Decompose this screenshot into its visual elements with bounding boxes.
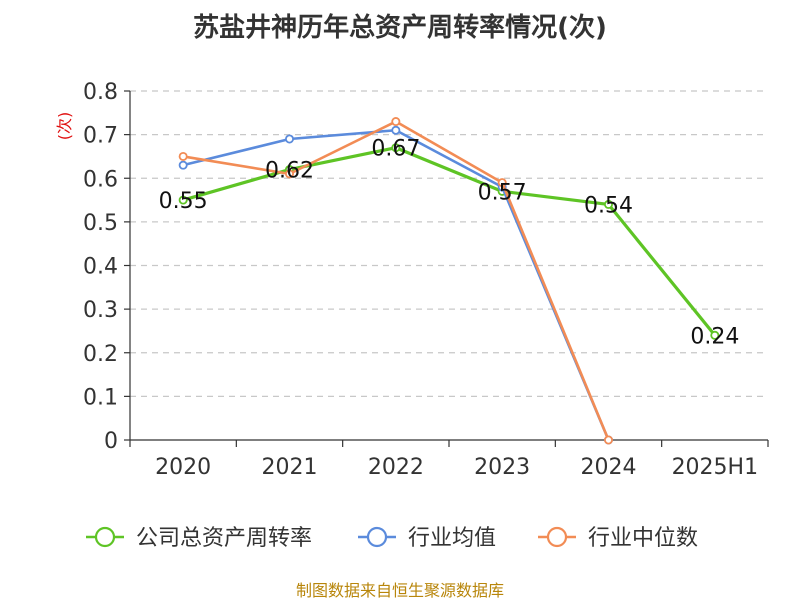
data-point [284,134,294,144]
data-point [284,169,294,179]
x-tick-label: 2024 [581,455,637,480]
series-line [182,120,610,441]
legend-label: 公司总资产周转率 [136,526,312,551]
y-tick-label: 0.3 [83,298,118,323]
legend-item-1[interactable]: 公司总资产周转率 [86,526,312,551]
x-tick-label: 2025H1 [672,455,759,480]
series-line [182,146,717,337]
data-point [604,435,614,445]
legend-marker-icon [366,526,388,548]
y-tick-label: 0.1 [83,385,118,410]
legend-item-2[interactable]: 行业均值 [358,526,496,551]
data-point [178,151,188,161]
data-point [391,143,401,153]
source-note: 制图数据来自恒生聚源数据库 [296,581,504,600]
data-label: 0.55 [159,189,208,214]
x-tick-label: 2022 [368,455,424,480]
data-label: 0.62 [265,159,314,184]
data-point [391,117,401,127]
y-tick-label: 0.2 [83,342,118,367]
axes: 0 0.1 0.2 0.3 0.4 0.5 0.6 0.7 0.8 2020 2021 2022 202… [83,80,769,480]
data-point [178,160,188,170]
gridlines [130,90,768,397]
legend-marker-icon [546,526,568,548]
data-label: 0.54 [584,193,633,218]
legend-item-3[interactable]: 行业中位数 [538,526,698,551]
x-tick-label: 2021 [262,455,318,480]
y-tick-label: 0.7 [83,124,118,149]
y-tick-label: 0.4 [83,255,118,280]
series-3 [178,117,614,445]
y-axis-unit-label: (次) [55,112,74,141]
data-point [391,125,401,135]
data-point [178,195,188,205]
data-label: 0.67 [371,137,420,162]
x-tick-label: 2020 [155,455,211,480]
chart-title: 苏盐井神历年总资产周转率情况(次) [193,12,607,43]
data-label: 0.24 [690,324,739,349]
data-label: 0.57 [478,180,527,205]
legend-marker-icon [94,526,116,548]
legend-label: 行业中位数 [588,526,698,551]
data-point [497,178,507,188]
legend[interactable]: 公司总资产周转率 行业均值 行业中位数 [86,526,698,551]
y-tick-label: 0.5 [83,211,118,236]
data-point [710,330,720,340]
series-group [178,117,720,445]
y-tick-label: 0.6 [83,167,118,192]
y-tick-label: 0 [104,429,118,454]
y-tick-label: 0.8 [83,80,118,105]
legend-label: 行业均值 [408,526,496,551]
data-point [604,199,614,209]
data-labels: 0.55 0.62 0.67 0.57 0.54 0.24 [159,137,740,350]
series-1 [178,143,720,340]
x-tick-label: 2023 [474,455,530,480]
